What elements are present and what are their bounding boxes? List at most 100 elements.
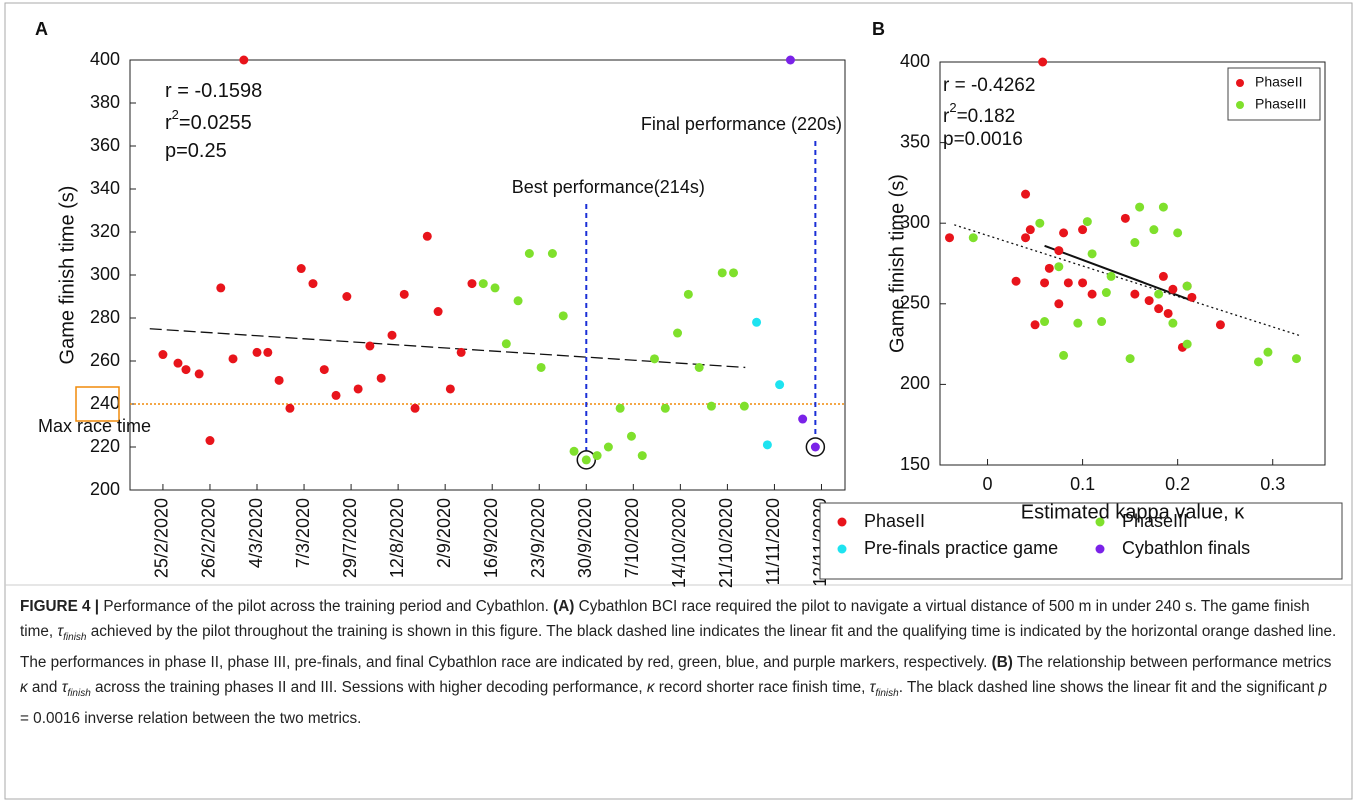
x-tick-label: 11/11/2020 [763, 498, 783, 585]
stat-text: r2=0.0255 [165, 107, 252, 134]
point [785, 55, 795, 65]
y-tick-label: 300 [900, 212, 930, 232]
y-tick-label: 320 [90, 221, 120, 241]
point [422, 231, 432, 241]
point [1097, 317, 1107, 327]
point [331, 390, 341, 400]
stat-part: r = -0.4262 [943, 75, 1035, 96]
point [626, 431, 636, 441]
point [1073, 318, 1083, 328]
x-tick-label: 23/9/2020 [528, 498, 548, 578]
point [308, 279, 318, 289]
point [775, 380, 785, 390]
point [490, 283, 500, 293]
point [1063, 278, 1073, 288]
fit-line [954, 224, 1302, 337]
point [1144, 296, 1154, 306]
point [1011, 276, 1021, 286]
stat-part: p=0.0016 [943, 129, 1023, 150]
caption-normal: achieved by the pilot throughout the tra… [20, 623, 1337, 672]
y-tick-label: 220 [90, 436, 120, 456]
caption-normal: . The black dashed line shows the linear… [898, 679, 1319, 697]
y-tick-label: 260 [90, 350, 120, 370]
caption: FIGURE 4 | Performance of the pilot acro… [20, 594, 1338, 731]
x-tick-label: 30/9/2020 [575, 498, 595, 578]
caption-normal: and [27, 679, 62, 697]
caption-sub: finish [67, 688, 91, 700]
point [1120, 213, 1130, 223]
point [729, 268, 739, 278]
point [637, 451, 647, 461]
point [1025, 225, 1035, 235]
x-tick-label: 25/2/2020 [152, 498, 172, 578]
annotation-circle [576, 450, 597, 470]
point [649, 354, 659, 364]
point [445, 384, 455, 394]
point [739, 401, 749, 411]
legend-label: PhaseIII [1255, 96, 1306, 112]
x-tick-label: 2/9/2020 [434, 498, 454, 568]
point [1182, 281, 1192, 291]
point [228, 354, 238, 364]
point [342, 292, 352, 301]
point [239, 55, 249, 65]
point [478, 279, 488, 289]
point [1035, 218, 1045, 228]
y-tick-label: 300 [90, 264, 120, 284]
x-tick-label: 21/10/2020 [716, 498, 736, 588]
y-tick-label: 400 [900, 51, 930, 71]
legend-marker [1095, 544, 1105, 554]
x-tick-label: 16/9/2020 [481, 498, 501, 578]
point [1044, 263, 1054, 273]
y-tick-label: 200 [90, 479, 120, 499]
point [945, 233, 955, 243]
point [798, 414, 808, 424]
caption-normal: across the training phases II and III. S… [90, 679, 647, 697]
point [410, 403, 420, 413]
point [1158, 202, 1168, 212]
caption-sub: finish [63, 632, 87, 644]
x-tick-label: 26/2/2020 [199, 498, 219, 578]
stat-part: =0.182 [957, 106, 1016, 127]
x-tick-label: 4/3/2020 [246, 498, 266, 568]
point [399, 289, 409, 299]
point [1040, 317, 1050, 327]
frame [4, 2, 1353, 800]
point [365, 341, 375, 351]
x-tick-label: 0 [983, 474, 993, 494]
stat-superscript: 2 [949, 100, 956, 115]
y-tick-label: 240 [90, 393, 120, 413]
panel-label: A [35, 19, 48, 39]
point [569, 446, 579, 456]
point [1054, 299, 1064, 309]
point [524, 249, 534, 258]
stat-part: r [165, 112, 172, 134]
legend-label: PhaseII [1255, 74, 1302, 90]
y-tick-label: 400 [90, 49, 120, 69]
legend-box [1227, 67, 1321, 121]
point [1038, 57, 1048, 67]
x-tick-label: 0.2 [1165, 474, 1190, 494]
point [205, 436, 215, 446]
stat-text: p=0.25 [165, 140, 227, 162]
point [706, 401, 716, 411]
point [376, 373, 386, 383]
fit-line [1044, 244, 1193, 302]
point [603, 442, 613, 452]
legend-marker [1095, 517, 1105, 527]
point [285, 403, 295, 413]
point [1078, 278, 1088, 288]
point [1130, 289, 1140, 299]
y-axis-label: Game finish time (s) [56, 186, 78, 365]
point [810, 442, 820, 452]
y-tick-label: 280 [90, 307, 120, 327]
point [319, 365, 329, 375]
point [387, 330, 397, 340]
x-tick-label: 0.3 [1260, 474, 1285, 494]
stat-part: r [943, 106, 950, 127]
plot-frame [939, 61, 1326, 466]
point [1163, 308, 1173, 318]
point [1082, 217, 1092, 227]
point [274, 375, 284, 385]
